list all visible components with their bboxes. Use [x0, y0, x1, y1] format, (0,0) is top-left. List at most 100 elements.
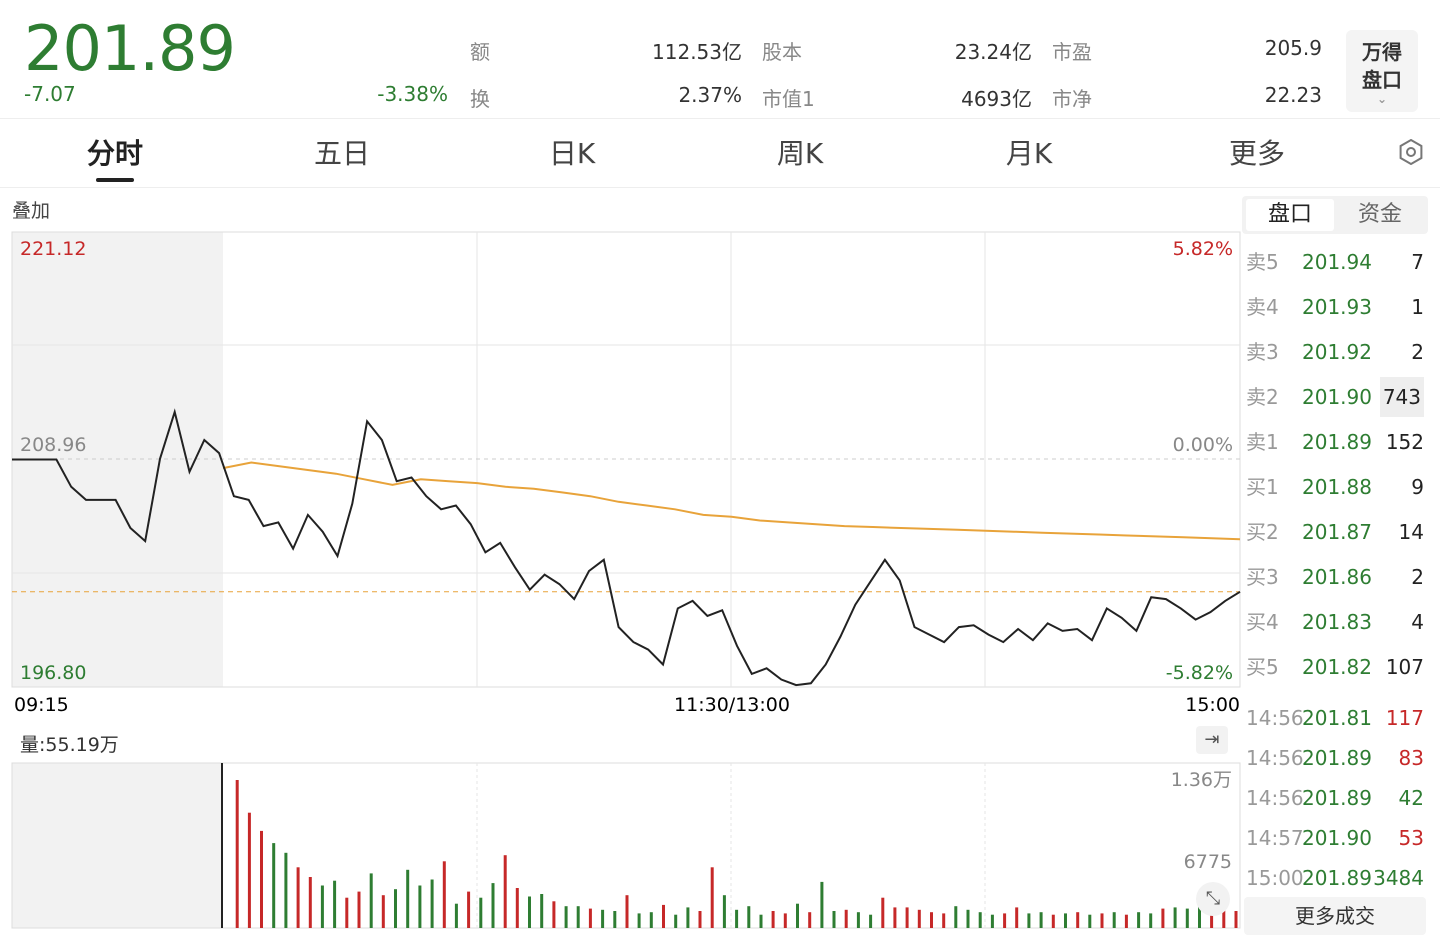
- volume-bar: [1137, 912, 1141, 928]
- order-price: 201.87: [1302, 520, 1372, 544]
- time-end-label: 15:00: [1185, 694, 1240, 716]
- order-book-row[interactable]: 卖5 201.94 7: [1244, 242, 1428, 282]
- turnover-value: 2.37%: [678, 83, 742, 107]
- order-price: 201.92: [1302, 340, 1372, 364]
- volume-bar: [771, 911, 775, 928]
- pb-label: 市净: [1052, 87, 1092, 111]
- average-price-line: [222, 461, 1241, 541]
- volume-bar: [308, 877, 312, 928]
- order-book-row[interactable]: 买1 201.88 9: [1244, 467, 1428, 507]
- tab-intraday[interactable]: 分时: [86, 137, 143, 170]
- volume-bar: [625, 895, 629, 928]
- order-price: 201.82: [1302, 655, 1372, 679]
- amount-value: 112.53亿: [652, 40, 742, 64]
- volume-bar: [467, 891, 471, 928]
- order-price: 201.83: [1302, 610, 1372, 634]
- volume-bar: [698, 911, 702, 928]
- tab-monthly-k[interactable]: 月K: [1005, 137, 1053, 170]
- volume-bar: [942, 913, 946, 928]
- volume-bar: [528, 896, 531, 928]
- trade-time: 14:56: [1246, 786, 1304, 810]
- volume-bar: [1064, 913, 1067, 928]
- order-price: 201.93: [1302, 295, 1372, 319]
- tab-capital-flow[interactable]: 资金: [1357, 202, 1402, 227]
- market-cap-value: 4693亿: [961, 87, 1032, 111]
- tab-daily-k[interactable]: 日K: [548, 137, 596, 170]
- volume-bar: [1076, 912, 1080, 928]
- order-level-label: 买4: [1246, 610, 1279, 634]
- trade-price: 201.90: [1302, 826, 1372, 850]
- turnover-label: 换: [470, 87, 490, 111]
- order-volume: 14: [1398, 520, 1424, 544]
- order-book-row[interactable]: 卖2 201.90 743: [1244, 377, 1428, 417]
- volume-bar: [333, 880, 337, 928]
- volume-bar: [990, 914, 994, 928]
- volume-bar: [320, 885, 324, 928]
- volume-bar: [454, 903, 458, 928]
- order-book-row[interactable]: 卖4 201.93 1: [1244, 287, 1428, 327]
- amount-label: 额: [470, 40, 490, 64]
- jump-to-end-icon: ⇥: [1204, 729, 1220, 750]
- trade-price: 201.89: [1302, 746, 1372, 770]
- volume-bar: [540, 894, 544, 928]
- trade-volume: 3484: [1373, 866, 1424, 890]
- volume-bar: [917, 909, 921, 928]
- volume-bar: [1003, 913, 1007, 928]
- order-book-row[interactable]: 卖1 201.89 152: [1244, 422, 1428, 462]
- order-level-label: 买1: [1246, 475, 1279, 499]
- tab-five-day[interactable]: 五日: [313, 137, 370, 170]
- volume-bar: [1185, 908, 1189, 928]
- trade-time: 14:56: [1246, 746, 1304, 770]
- price-line: [12, 408, 1241, 687]
- order-book-row[interactable]: 卖3 201.92 2: [1244, 332, 1428, 372]
- wande-orderbook-button[interactable]: 万得 盘口 ⌄: [1346, 30, 1418, 112]
- volume-bar: [613, 911, 617, 928]
- trade-row: 14:56 201.81 117: [1244, 698, 1428, 738]
- order-level-label: 卖5: [1246, 250, 1279, 274]
- volume-bar: [1051, 914, 1055, 928]
- tab-orderbook[interactable]: 盘口: [1246, 199, 1334, 231]
- overlay-button[interactable]: 叠加: [12, 200, 51, 222]
- jump-to-latest-button[interactable]: ⇥: [1196, 726, 1228, 754]
- price-change: -7.07: [24, 82, 76, 106]
- order-price: 201.94: [1302, 250, 1372, 274]
- price-chart: [11, 231, 1241, 688]
- order-volume: 1: [1411, 295, 1424, 319]
- order-level-label: 卖3: [1246, 340, 1279, 364]
- pct-min-label: -5.82%: [1166, 662, 1233, 684]
- volume-bar: [1222, 907, 1226, 928]
- volume-bar: [674, 914, 678, 928]
- volume-bar: [503, 855, 507, 928]
- volume-bar: [1173, 907, 1177, 928]
- volume-bar: [893, 907, 897, 928]
- order-price: 201.86: [1302, 565, 1372, 589]
- trade-volume: 42: [1398, 786, 1424, 810]
- order-book-row[interactable]: 买3 201.86 2: [1244, 557, 1428, 597]
- volume-bar: [881, 897, 885, 928]
- price-change-percent: -3.38%: [377, 82, 448, 106]
- more-trades-button[interactable]: 更多成交: [1244, 897, 1426, 935]
- volume-bar: [930, 912, 933, 928]
- order-volume: 9: [1411, 475, 1424, 499]
- order-price: 201.90: [1302, 385, 1372, 409]
- trade-volume: 117: [1385, 706, 1424, 730]
- order-book-row[interactable]: 买4 201.83 4: [1244, 602, 1428, 642]
- settings-gear-icon[interactable]: [1398, 139, 1424, 165]
- volume-bar: [272, 843, 276, 928]
- wande-button-line2: 盘口: [1362, 68, 1402, 92]
- tab-weekly-k[interactable]: 周K: [776, 137, 824, 170]
- volume-bar: [576, 906, 580, 928]
- trade-volume: 83: [1398, 746, 1424, 770]
- volume-bar: [418, 885, 422, 928]
- volume-bar: [406, 869, 410, 928]
- volume-bar: [1124, 914, 1128, 928]
- tab-more[interactable]: 更多: [1228, 137, 1285, 170]
- volume-bar: [1234, 911, 1238, 928]
- order-book-row[interactable]: 买5 201.82 107: [1244, 647, 1428, 687]
- volume-bar: [710, 867, 714, 928]
- order-book-row[interactable]: 买2 201.87 14: [1244, 512, 1428, 552]
- volume-bar: [1149, 913, 1153, 928]
- trade-time: 14:56: [1246, 706, 1304, 730]
- wande-button-line1: 万得: [1362, 40, 1402, 64]
- fullscreen-button[interactable]: ⤡: [1196, 882, 1230, 916]
